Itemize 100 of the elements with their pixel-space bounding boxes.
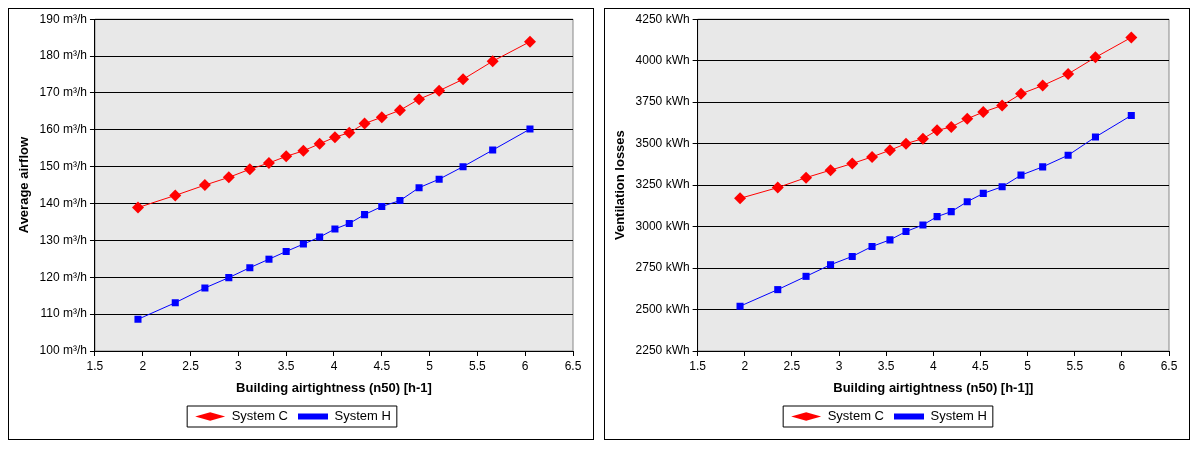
point [734, 192, 747, 205]
point [886, 236, 894, 244]
y-tick-label: 100 m³/h [39, 343, 87, 358]
x-tick-label: 5 [1024, 358, 1032, 373]
x-tick-label: 1.5 [86, 358, 104, 373]
x-tick-label: 6.5 [1160, 358, 1178, 373]
y-axis-title: Average airflow [16, 136, 32, 234]
y-tick-label: 170 m³/h [39, 85, 87, 100]
point [827, 261, 835, 269]
point [282, 247, 290, 255]
point [868, 242, 876, 251]
x-tick-label: 3.5 [277, 358, 295, 373]
point [378, 202, 386, 211]
y-tick-label: 180 m³/h [39, 48, 87, 63]
point [526, 125, 534, 133]
point [1036, 79, 1049, 92]
point [931, 124, 944, 137]
point [201, 284, 209, 292]
x-axis-title: Building airtightness (n50) [h-1]] [833, 379, 1034, 395]
point [846, 157, 859, 170]
x-tick-label: 2.5 [182, 358, 200, 373]
point [1064, 151, 1072, 159]
y-tick-label: 190 m³/h [39, 11, 87, 26]
point [979, 189, 987, 197]
point [246, 264, 254, 272]
point [899, 137, 912, 150]
point [198, 179, 211, 192]
x-tick-label: 3 [835, 358, 843, 373]
point [375, 111, 388, 124]
y-tick-label: 150 m³/h [39, 158, 87, 173]
point [134, 315, 142, 323]
y-tick-label: 110 m³/h [40, 306, 87, 321]
point [771, 181, 784, 194]
point [933, 213, 941, 221]
x-axis-title: Building airtightness (n50) [h-1] [236, 379, 432, 395]
point [977, 106, 990, 119]
point [331, 225, 339, 233]
point [919, 221, 927, 229]
point [393, 104, 406, 117]
point [866, 150, 879, 163]
x-tick-label: 5.5 [1066, 358, 1084, 373]
x-tick-label: 5 [426, 358, 434, 373]
point [774, 286, 782, 294]
y-tick-label: 3000 kWh [635, 218, 690, 233]
point [316, 233, 324, 241]
x-tick-label: 5.5 [469, 358, 487, 373]
y-axis-title: Ventilation losses [612, 130, 628, 241]
legend-label: System H [930, 408, 987, 424]
point [225, 274, 233, 282]
x-tick-label: 2.5 [783, 358, 801, 373]
point [489, 146, 497, 154]
x-tick-label: 2 [741, 358, 749, 373]
point [736, 302, 744, 310]
point [299, 240, 307, 248]
x-tick-label: 4 [330, 358, 338, 373]
y-tick-label: 140 m³/h [39, 195, 87, 210]
x-tick-label: 2 [139, 358, 147, 373]
point [171, 299, 179, 307]
point [435, 175, 443, 183]
point [902, 228, 910, 236]
point [1014, 87, 1027, 100]
y-tick-label: 4000 kWh [635, 52, 690, 67]
point [328, 131, 341, 144]
point [1125, 31, 1138, 44]
x-tick-label: 1.5 [689, 358, 707, 373]
y-tick-label: 2500 kWh [635, 301, 690, 316]
point [961, 112, 974, 125]
point [848, 252, 856, 260]
point [1091, 133, 1099, 141]
y-tick-label: 2750 kWh [635, 260, 690, 275]
point [996, 99, 1009, 112]
point [358, 117, 371, 130]
point [947, 208, 955, 216]
point [824, 164, 837, 177]
point [486, 55, 499, 68]
point [1062, 67, 1075, 80]
point [361, 211, 369, 219]
y-tick-label: 3250 kWh [635, 177, 690, 192]
point [343, 126, 356, 139]
point [262, 156, 275, 169]
x-tick-label: 6 [1118, 358, 1126, 373]
point [297, 144, 310, 157]
y-tick-label: 3500 kWh [635, 135, 690, 150]
point [800, 171, 813, 184]
y-tick-label: 3750 kWh [635, 94, 690, 109]
point [433, 84, 446, 97]
legend-label: System C [231, 408, 288, 424]
point [345, 219, 353, 227]
point [1089, 51, 1102, 64]
point [313, 137, 326, 150]
y-tick-label: 130 m³/h [39, 232, 87, 247]
point [415, 184, 423, 192]
point [963, 198, 971, 206]
x-tick-label: 6 [521, 358, 529, 373]
point [131, 201, 144, 214]
x-tick-label: 4.5 [373, 358, 391, 373]
x-tick-label: 4 [929, 358, 937, 373]
point [916, 132, 929, 145]
point [802, 272, 810, 280]
point [265, 255, 273, 263]
